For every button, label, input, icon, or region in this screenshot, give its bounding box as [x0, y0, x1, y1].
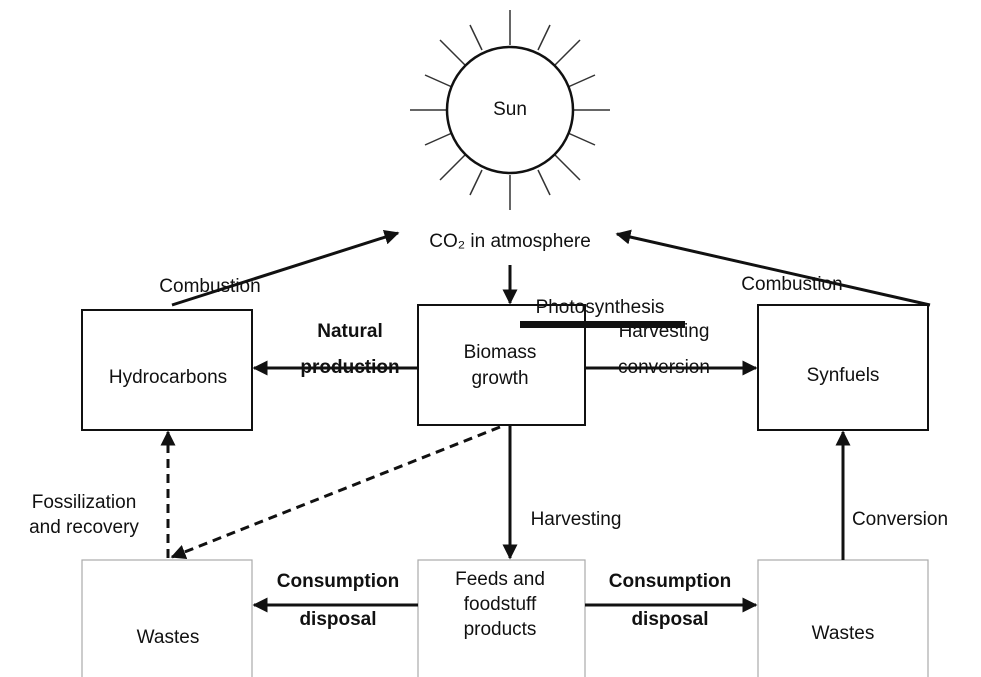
node-label: Feeds and: [455, 569, 545, 590]
edge-label: Conversion: [852, 509, 948, 530]
edge-label: disposal: [299, 609, 376, 630]
svg-text:Wastes: Wastes: [812, 623, 875, 644]
edge-label: Harvesting: [531, 509, 622, 530]
edge-label: Combustion: [159, 276, 260, 297]
node-label: products: [464, 619, 537, 640]
node-box: [417, 559, 586, 677]
edge-label: conversion: [618, 357, 710, 378]
svg-text:Photosynthesis: Photosynthesis: [536, 297, 665, 318]
edge-label: Consumption: [277, 571, 399, 592]
node-label: Synfuels: [807, 365, 880, 386]
sun: [445, 45, 575, 175]
node-label: Biomass: [464, 342, 537, 363]
node-label: growth: [471, 368, 528, 389]
svg-text:Synfuels: Synfuels: [807, 365, 880, 386]
node-box: [81, 559, 253, 677]
svg-text:Combustion: Combustion: [741, 274, 842, 295]
sun-rays: [410, 10, 610, 210]
arrows: [160, 229, 931, 613]
edge-label: Harvesting: [619, 321, 710, 342]
atmosphere-label: CO₂ in atmosphere: [429, 231, 591, 252]
edge-label: Photosynthesis: [536, 297, 665, 318]
svg-text:Combustion: Combustion: [159, 276, 260, 297]
node-label: Hydrocarbons: [109, 367, 227, 388]
edge-label: and recovery: [29, 517, 139, 538]
node-labels: Hydrocarbons Biomass growth Synfuels Wast…: [109, 342, 880, 648]
edge-label: disposal: [631, 609, 708, 630]
edge-label: Fossilization: [32, 492, 137, 513]
node-box: [757, 304, 929, 431]
node-label: Wastes: [812, 623, 875, 644]
sun-label: Sun: [493, 99, 527, 120]
svg-text:Wastes: Wastes: [137, 627, 200, 648]
svg-text:Hydrocarbons: Hydrocarbons: [109, 367, 227, 388]
edge-label: Combustion: [741, 274, 842, 295]
edge-label: Natural: [317, 321, 382, 342]
edge-labels: Combustion Combustion Photosynthesis Nat…: [29, 274, 948, 630]
node-box: [757, 559, 929, 677]
node-box: [81, 309, 253, 431]
node-label: foodstuff: [464, 594, 537, 615]
node-label: Wastes: [137, 627, 200, 648]
edge-label: Consumption: [609, 571, 731, 592]
edge-label: production: [300, 357, 399, 378]
svg-text:Harvesting: Harvesting: [531, 509, 622, 530]
svg-text:Conversion: Conversion: [852, 509, 948, 530]
